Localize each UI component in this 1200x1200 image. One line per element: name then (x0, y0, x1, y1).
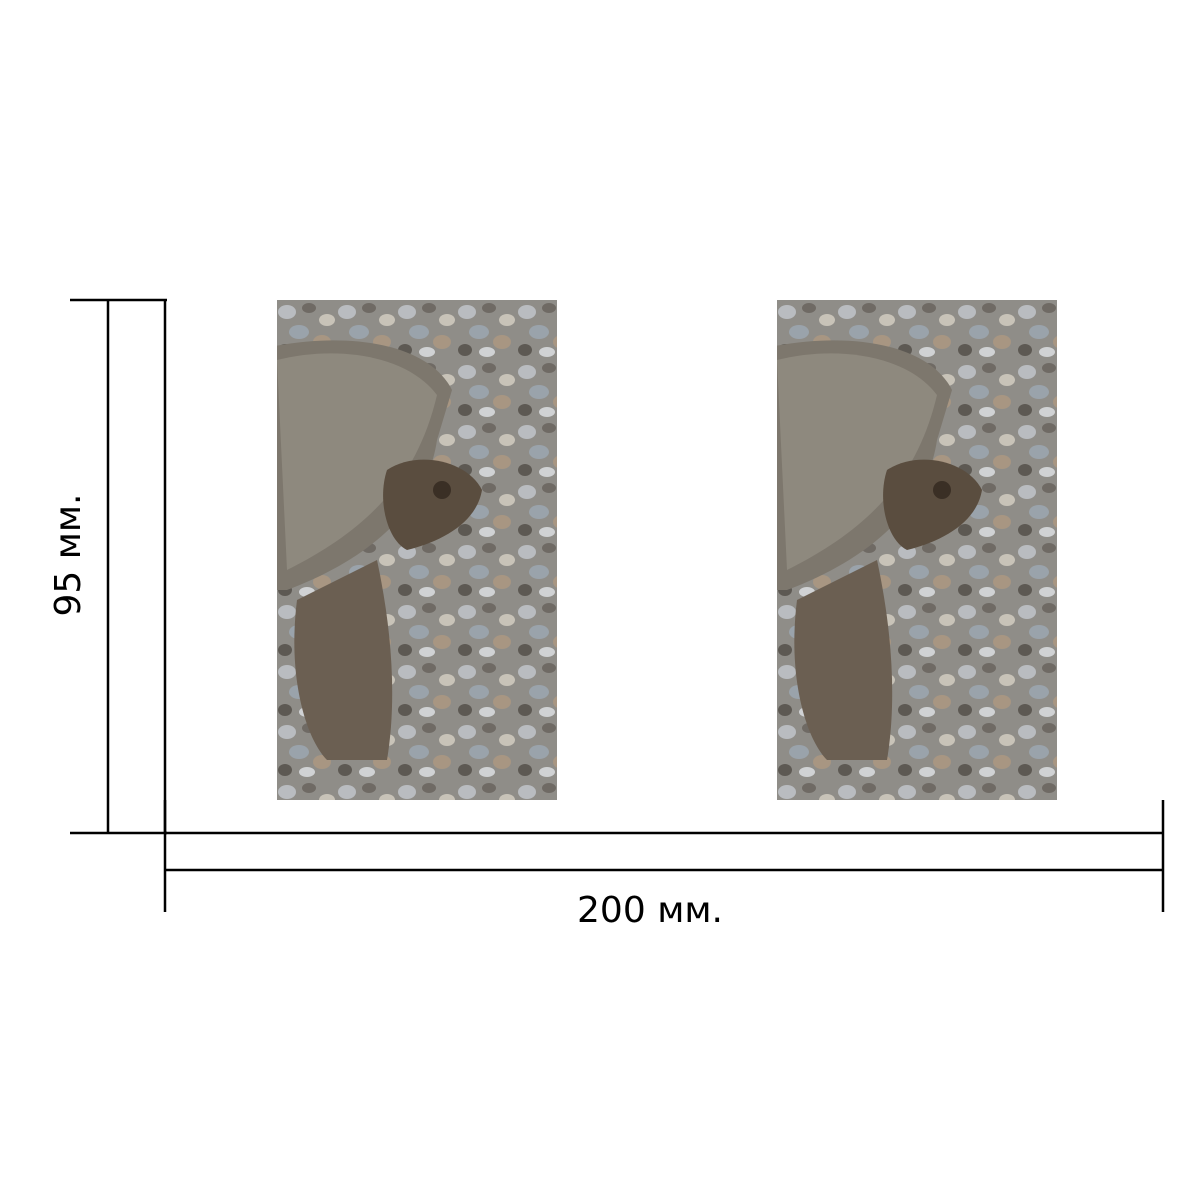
width-dimension: 200 мм. (163, 800, 1165, 931)
product-photo (757, 300, 1057, 800)
height-dimension: 95 мм. (48, 298, 167, 835)
height-label: 95 мм. (48, 493, 89, 616)
width-label: 200 мм. (577, 890, 723, 931)
product-photo (257, 300, 557, 800)
